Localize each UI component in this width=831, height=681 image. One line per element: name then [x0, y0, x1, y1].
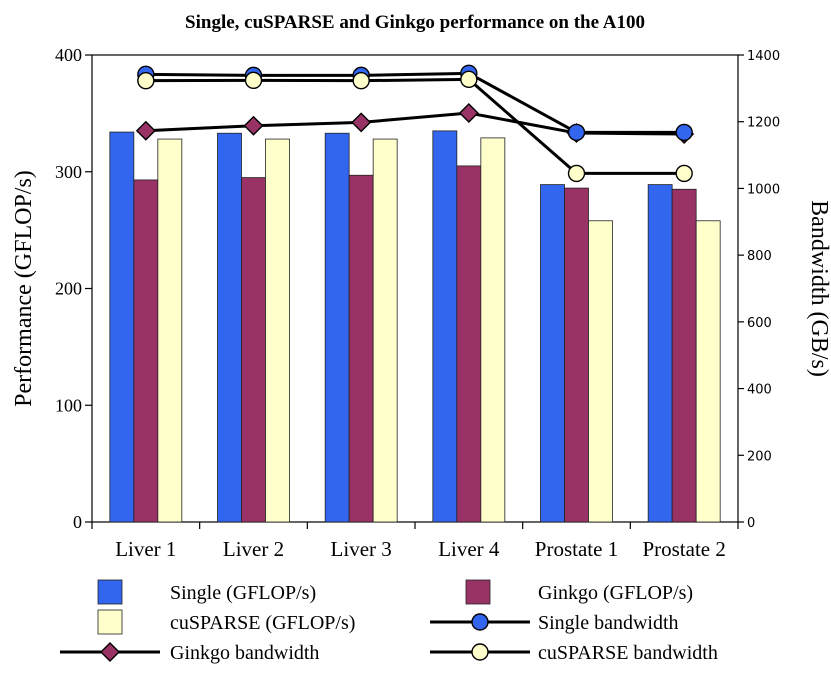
- bar: [588, 220, 613, 523]
- x-tick-label: Liver 1: [115, 537, 176, 561]
- y-tick-label: 400: [55, 45, 82, 65]
- y-tick-label: 300: [55, 162, 82, 182]
- y2-tick-label: 400: [747, 383, 772, 398]
- y2-tick-label: 1000: [747, 182, 780, 197]
- bar: [695, 220, 721, 523]
- bar: [348, 174, 374, 523]
- y2-tick-label: 800: [747, 249, 772, 264]
- x-tick-label: Prostate 2: [642, 537, 725, 561]
- legend-label: cuSPARSE bandwidth: [538, 642, 718, 664]
- y2-tick-label: 0: [747, 516, 755, 531]
- legend-label: Ginkgo (GFLOP/s): [538, 582, 693, 604]
- bar: [265, 138, 290, 523]
- legend-swatch: [97, 609, 123, 635]
- x-tick-label: Liver 3: [331, 537, 392, 561]
- bar: [671, 188, 697, 523]
- bar: [432, 130, 458, 523]
- bar: [241, 177, 266, 523]
- bar: [109, 131, 135, 523]
- legend-label: Ginkgo bandwidth: [170, 642, 319, 664]
- bar: [647, 184, 673, 523]
- legend-label: cuSPARSE (GFLOP/s): [170, 612, 355, 634]
- bar: [372, 138, 398, 523]
- y-tick-label: 100: [55, 395, 82, 415]
- bar: [480, 137, 506, 523]
- legend-label: Single bandwidth: [538, 612, 679, 634]
- point-marker: [244, 71, 263, 90]
- y2-axis-label: Bandwidth (GB/s): [806, 200, 831, 377]
- bar: [133, 179, 159, 523]
- point-marker: [460, 70, 478, 89]
- point-marker: [351, 112, 372, 133]
- legend: Single (GFLOP/s) Ginkgo (GFLOP/s) cuSPARSE…: [60, 579, 718, 664]
- x-tick-label: Prostate 1: [535, 537, 618, 561]
- bar: [540, 184, 565, 523]
- point-marker: [243, 115, 264, 136]
- point-marker: [135, 120, 156, 141]
- legend-swatch: [97, 579, 123, 605]
- plot-area: 0 100 200 300 400 0 200 400 600 800 1000 1200 1400 Li…: [11, 45, 831, 561]
- point-marker: [567, 123, 586, 142]
- bar: [564, 187, 589, 523]
- y-tick-label: 0: [73, 512, 82, 532]
- legend-marker: [100, 642, 120, 662]
- y2-tick-label: 1200: [747, 116, 780, 131]
- point-marker: [675, 123, 693, 142]
- legend-swatch: [465, 579, 491, 605]
- bar: [157, 138, 183, 523]
- point-marker: [675, 164, 693, 183]
- y-tick-label: 200: [55, 279, 82, 299]
- x-tick-label: Liver 2: [223, 537, 284, 561]
- point-marker: [458, 103, 479, 124]
- x-tick-label: Liver 4: [438, 537, 500, 561]
- point-marker: [137, 71, 155, 90]
- plot-frame: [91, 54, 739, 523]
- bar: [217, 132, 242, 523]
- point-marker: [567, 164, 586, 183]
- point-marker: [352, 71, 370, 90]
- series-line: [145, 71, 685, 134]
- legend-marker: [471, 643, 489, 661]
- bar: [324, 132, 350, 523]
- y-axis-label: Performance (GFLOP/s): [11, 170, 37, 407]
- y2-tick-label: 200: [747, 449, 772, 464]
- y2-tick-label: 600: [747, 316, 772, 331]
- y2-tick-label: 1400: [747, 49, 780, 64]
- legend-label: Single (GFLOP/s): [170, 582, 316, 604]
- bar: [456, 165, 482, 523]
- legend-marker: [471, 613, 489, 631]
- series-line: [145, 77, 685, 175]
- chart-title: Single, cuSPARSE and Ginkgo performance …: [185, 12, 645, 33]
